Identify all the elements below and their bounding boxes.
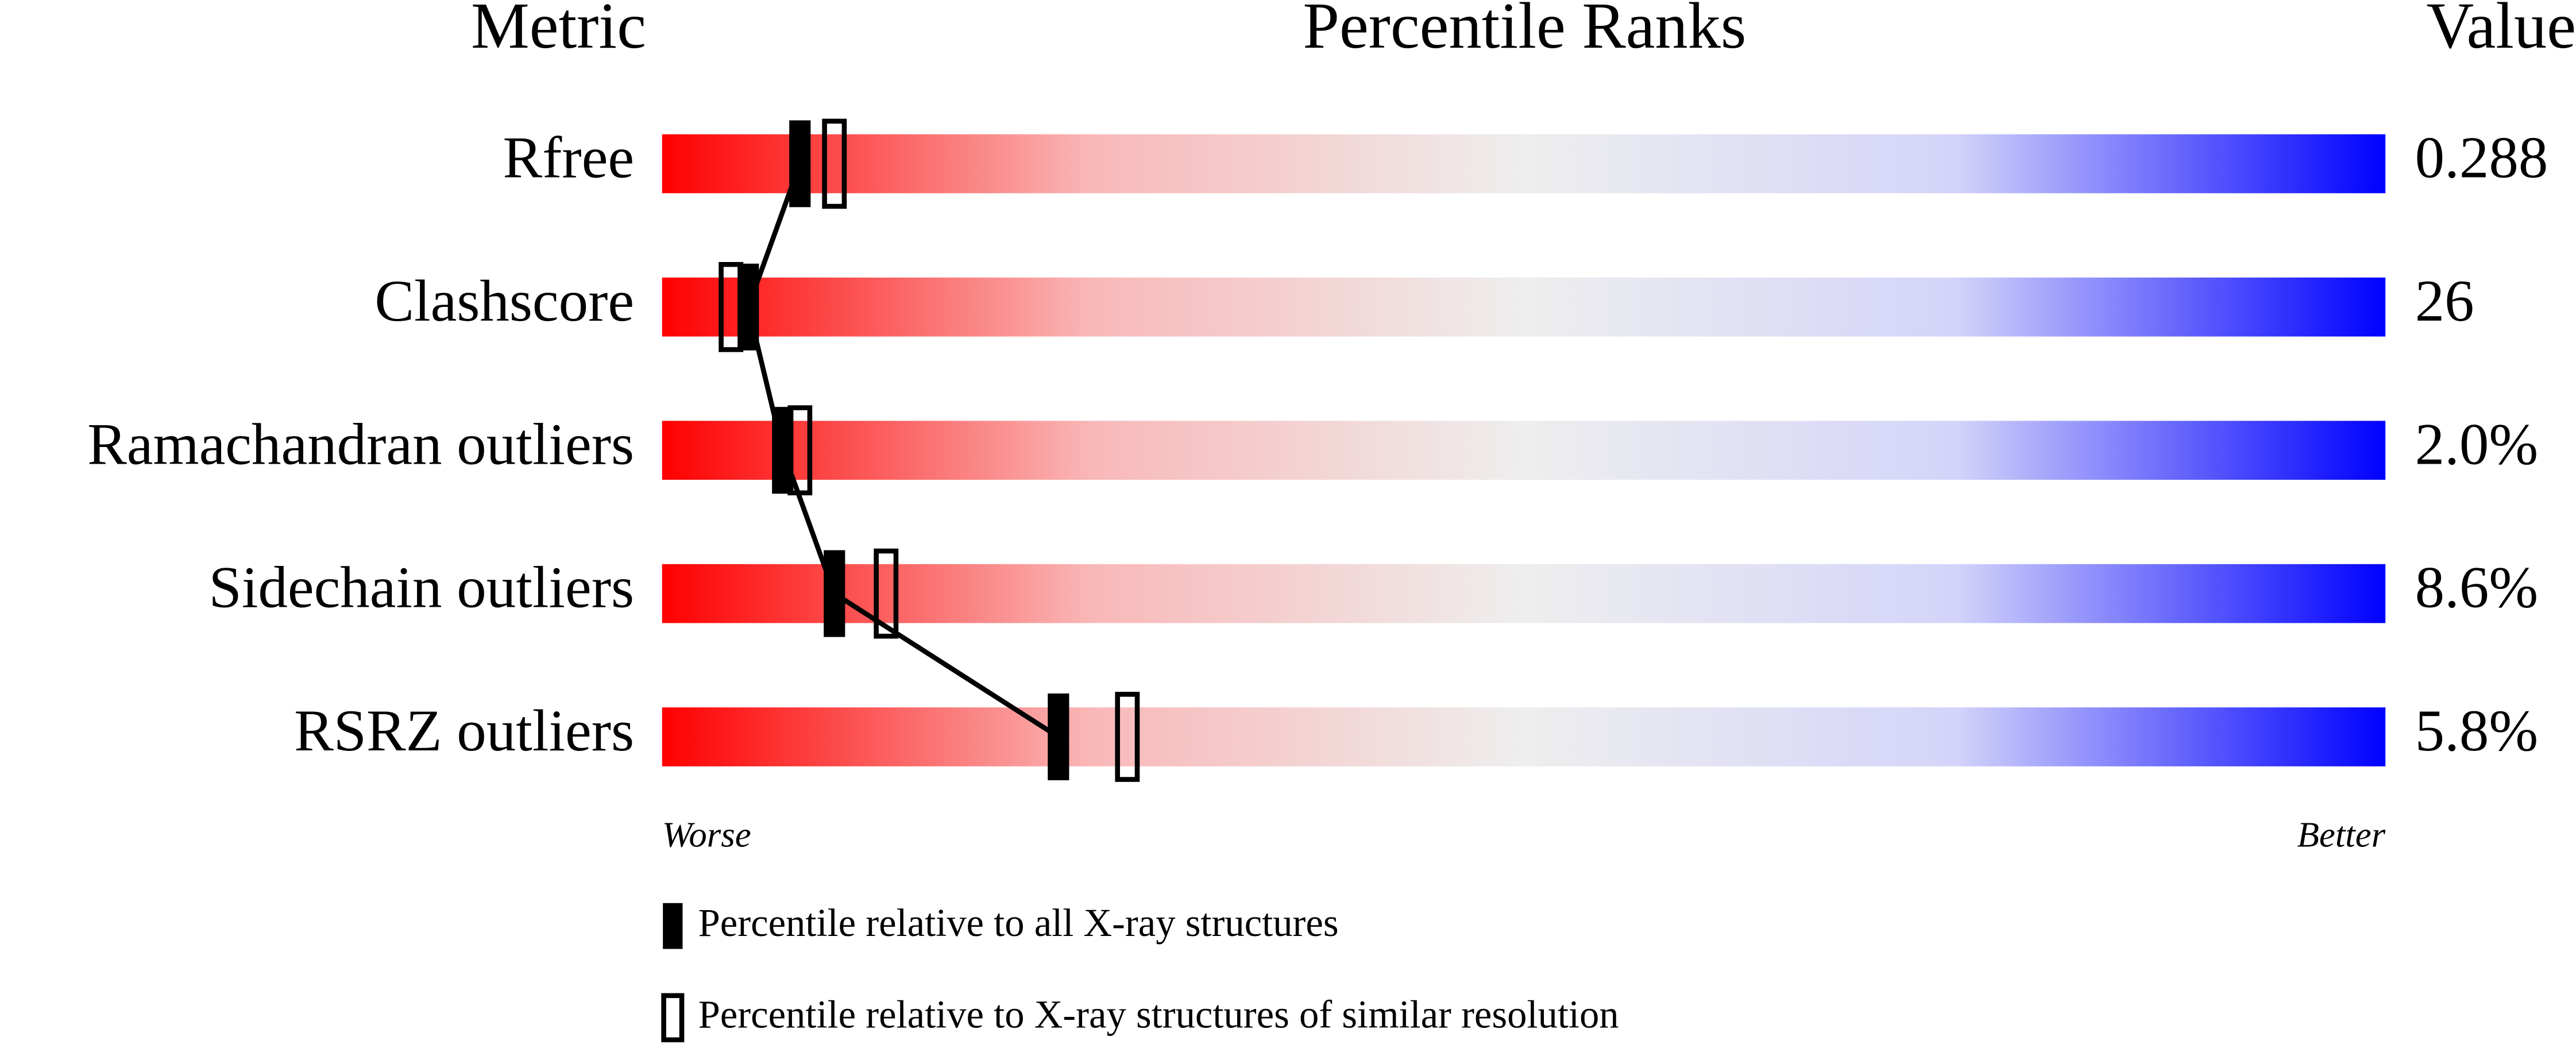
metric-header: Metric: [471, 0, 646, 62]
legend-label: Percentile relative to all X-ray structu…: [698, 901, 1339, 945]
marker-filled: [824, 550, 845, 637]
marker-open: [1115, 692, 1140, 782]
metric-label: Sidechain outliers: [209, 555, 635, 621]
marker-filled: [789, 120, 811, 207]
metric-value: 5.8%: [2415, 698, 2538, 764]
percentile-bar: [662, 707, 2386, 766]
low-label: Worse: [662, 815, 751, 855]
metric-value: 26: [2415, 268, 2474, 334]
marker-open: [874, 548, 899, 639]
percentile-bar: [662, 421, 2386, 480]
metric-label: Ramachandran outliers: [87, 411, 634, 477]
value-header: Value: [2427, 0, 2576, 62]
marker-open: [787, 405, 813, 496]
metric-label: Clashscore: [374, 268, 634, 334]
chart-title: Percentile Ranks: [1303, 0, 1746, 62]
marker-open: [719, 262, 744, 352]
metric-value: 8.6%: [2415, 555, 2538, 621]
marker-open: [822, 118, 847, 209]
metric-label: Rfree: [503, 125, 634, 191]
percentile-bar: [662, 564, 2386, 623]
metric-label: RSRZ outliers: [294, 698, 634, 764]
high-label: Better: [2297, 815, 2385, 855]
metric-value: 0.288: [2415, 125, 2548, 191]
legend-swatch: [661, 993, 685, 1043]
metric-value: 2.0%: [2415, 411, 2538, 477]
legend-swatch: [663, 903, 683, 949]
legend-label: Percentile relative to X-ray structures …: [698, 993, 1619, 1037]
marker-filled: [1048, 693, 1069, 781]
percentile-bar: [662, 134, 2386, 194]
percentile-bar: [662, 278, 2386, 337]
